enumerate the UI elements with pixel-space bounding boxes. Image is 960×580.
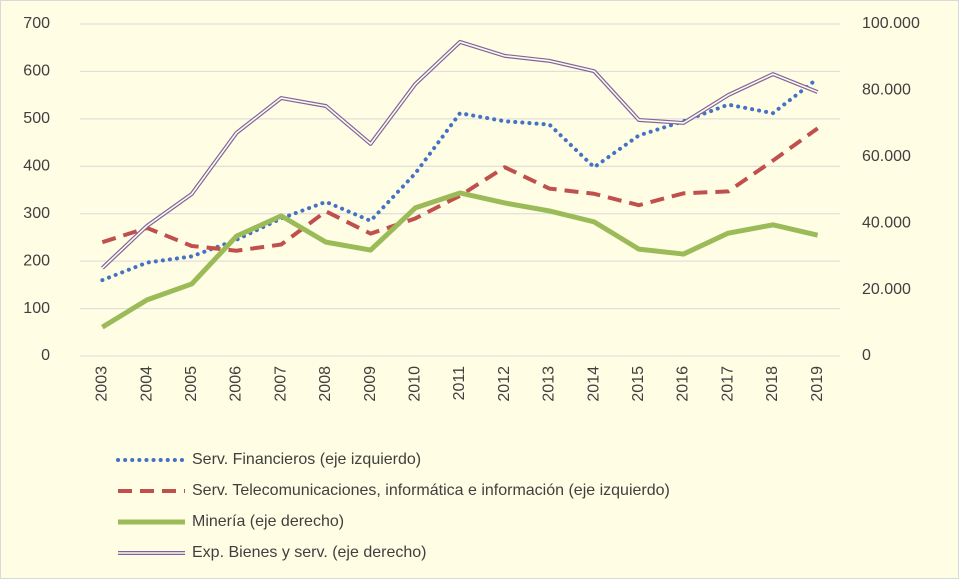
- y-tick-label: 400: [23, 158, 50, 175]
- x-tick-label: 2014: [585, 366, 602, 402]
- series-line: [101, 190, 819, 330]
- y2-tick-label: 80.000: [862, 82, 911, 99]
- x-tick-label: 2015: [630, 366, 647, 402]
- x-tick-label: 2019: [809, 366, 826, 402]
- x-tick-label: 2005: [183, 366, 200, 402]
- series-line: [101, 126, 819, 253]
- y2-tick-label: 100.000: [862, 15, 920, 32]
- x-tick-label: 2013: [541, 366, 558, 402]
- y-tick-label: 600: [23, 63, 50, 80]
- y-tick-label: 100: [23, 300, 50, 317]
- x-tick-label: 2006: [228, 366, 245, 402]
- x-tick-label: 2009: [362, 366, 379, 402]
- x-tick-label: 2017: [719, 366, 736, 402]
- y2-tick-label: 0: [862, 347, 871, 364]
- y2-tick-label: 40.000: [862, 214, 911, 231]
- x-tick-label: 2016: [675, 366, 692, 402]
- y2-tick-label: 60.000: [862, 148, 911, 165]
- y-tick-label: 300: [23, 205, 50, 222]
- x-tick-label: 2010: [407, 366, 424, 402]
- legend-label: Serv. Telecomunicaciones, informática e …: [192, 482, 670, 499]
- y-tick-label: 0: [41, 347, 50, 364]
- x-tick-label: 2003: [94, 366, 111, 402]
- x-tick-label: 2018: [764, 366, 781, 402]
- y2-tick-label: 20.000: [862, 281, 911, 298]
- legend-label: Exp. Bienes y serv. (eje derecho): [192, 544, 426, 561]
- x-tick-label: 2011: [451, 366, 468, 401]
- y-tick-label: 700: [23, 15, 50, 32]
- y-tick-label: 200: [23, 252, 50, 269]
- x-tick-label: 2008: [317, 366, 334, 402]
- x-tick-label: 2004: [138, 366, 155, 402]
- series-line-inner: [101, 41, 818, 269]
- x-tick-label: 2012: [496, 366, 513, 402]
- y-tick-label: 500: [23, 110, 50, 127]
- x-tick-label: 2007: [272, 366, 289, 402]
- legend-label: Minería (eje derecho): [192, 513, 344, 530]
- legend-label: Serv. Financieros (eje izquierdo): [192, 451, 421, 468]
